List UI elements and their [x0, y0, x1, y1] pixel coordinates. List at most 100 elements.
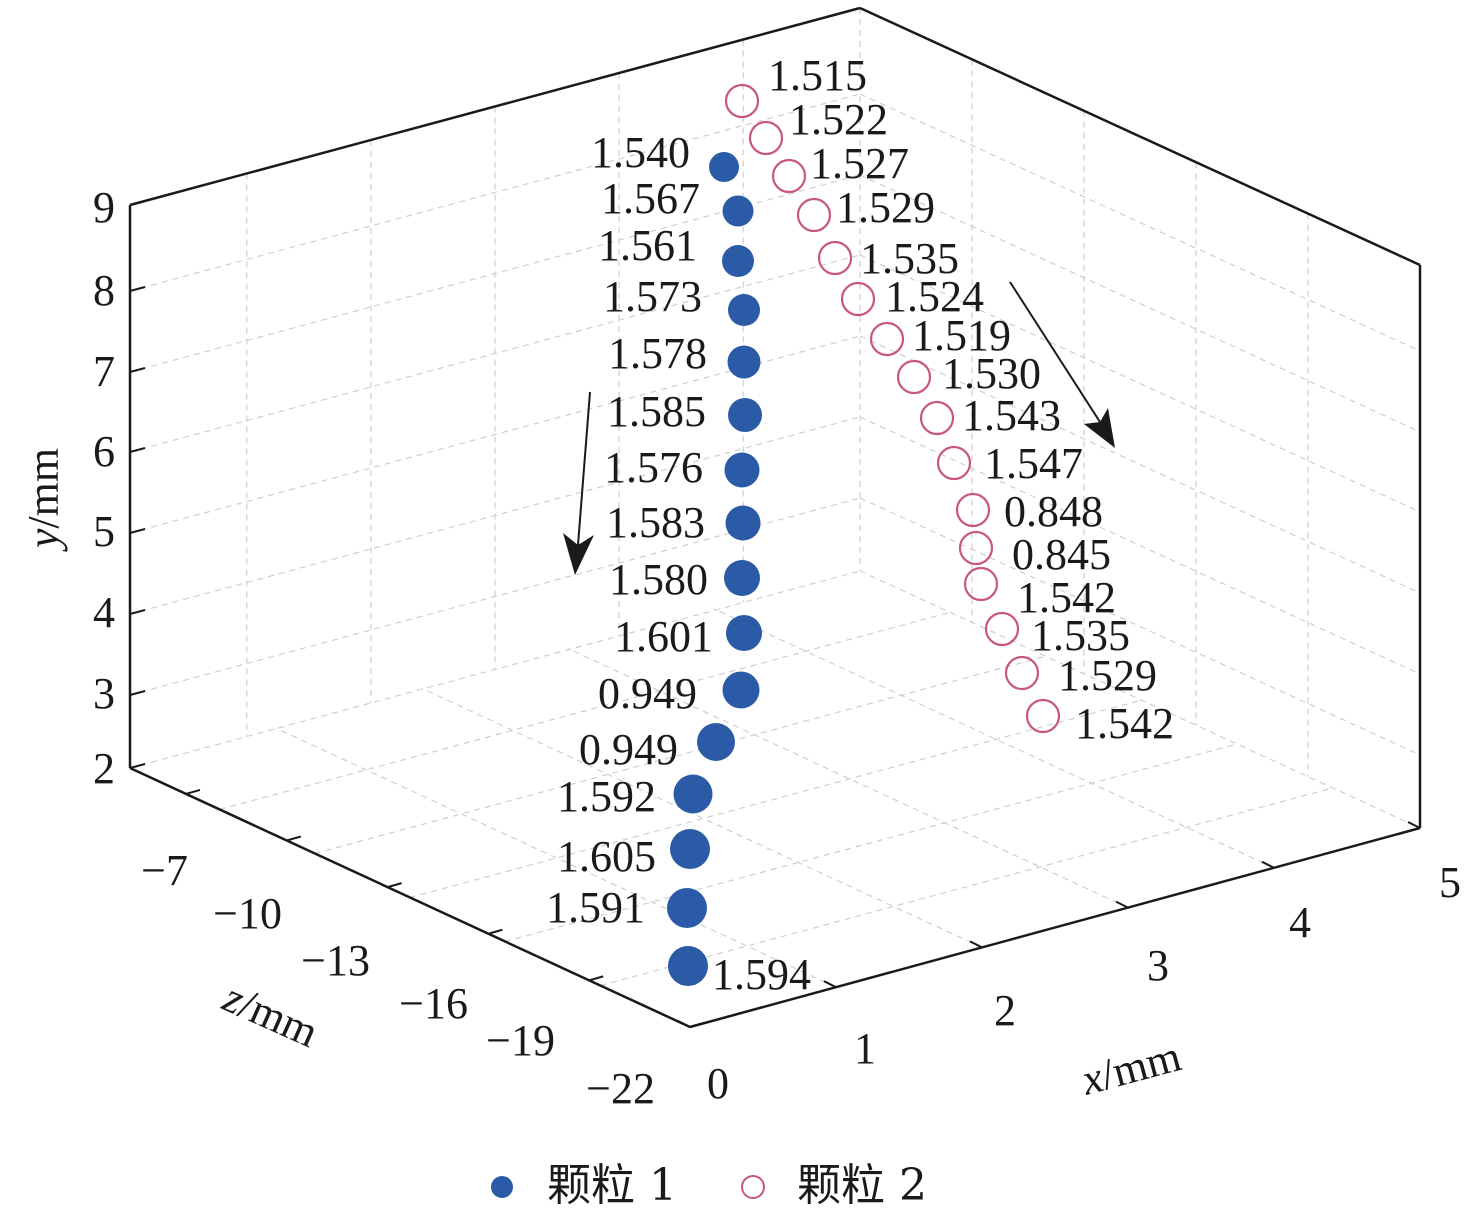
- y-tick-label: 2: [93, 744, 115, 793]
- y-tick-label: 4: [93, 588, 115, 637]
- y-tick-label: 8: [93, 266, 115, 315]
- value-label-particle-1: 1.580: [609, 555, 708, 604]
- value-label-particle-2: 1.519: [912, 311, 1011, 360]
- direction-arrows: [563, 281, 1115, 575]
- box-edge-top-right: [859, 6, 1421, 267]
- legend-label-particle-1: 颗粒 1: [547, 1160, 677, 1211]
- value-label-particle-1: 1.583: [606, 498, 705, 547]
- y-tick-mark: [129, 528, 146, 534]
- z-tick-mark: [689, 1022, 705, 1028]
- direction-arrow-particle-2: [1009, 281, 1101, 423]
- value-label-particle-1: 1.594: [712, 950, 811, 999]
- z-axis-label-unit: /mm: [232, 979, 326, 1057]
- grid-line: [859, 416, 1421, 675]
- z-tick-label: −16: [399, 979, 468, 1028]
- grid-line: [859, 335, 1421, 594]
- value-label-particle-1: 1.605: [557, 832, 656, 881]
- grid-line: [859, 254, 1421, 513]
- z-tick-labels: −7 −10 −13 −16 −19 −22: [141, 846, 655, 1113]
- z-tick-mark: [286, 835, 302, 842]
- value-label-particle-1: 1.561: [598, 221, 697, 270]
- y-tick-labels: 2 3 4 5 6 7 8 9: [93, 183, 115, 793]
- value-label-particle-2: 1.542: [1075, 699, 1174, 748]
- data-point-particle-2: [771, 158, 807, 194]
- data-point-particle-2: [936, 445, 972, 481]
- data-point-particle-1: [728, 398, 762, 432]
- box-edge-top-left: [129, 6, 861, 207]
- x-axis-label: x/mm: [1076, 1031, 1186, 1105]
- x-tick-label: 3: [1147, 941, 1169, 990]
- value-label-particle-1: 1.592: [557, 772, 656, 821]
- legend-marker-particle-2: [741, 1175, 765, 1199]
- data-point-particle-1: [725, 505, 761, 541]
- legend: 颗粒 1 颗粒 2: [491, 1160, 927, 1211]
- value-label-particle-2: 0.845: [1012, 530, 1111, 579]
- x-tick-mark: [1261, 860, 1275, 869]
- data-point-particle-1: [724, 560, 760, 596]
- value-label-particle-2: 0.848: [1004, 487, 1103, 536]
- data-point-particle-2: [958, 530, 994, 566]
- value-label-particle-2: 1.529: [836, 183, 935, 232]
- data-point-particle-1: [727, 345, 761, 379]
- x-axis-label-unit: /mm: [1095, 1031, 1186, 1099]
- data-point-particle-2: [984, 611, 1020, 647]
- value-label-particle-2: 1.522: [789, 95, 888, 144]
- series-particle-2: 1.5151.5221.5271.5291.5351.5241.5191.530…: [724, 51, 1174, 748]
- value-label-particle-2: 1.530: [942, 349, 1041, 398]
- y-tick-label: 9: [93, 183, 115, 232]
- z-tick-mark: [488, 928, 503, 935]
- grid-line: [219, 611, 950, 811]
- value-label-particle-1: 0.949: [579, 725, 678, 774]
- value-label-particle-2: 1.542: [1017, 573, 1116, 622]
- y-tick-mark: [129, 609, 146, 615]
- grid-line: [859, 570, 1421, 829]
- value-label-particle-2: 1.535: [860, 234, 959, 283]
- data-point-particle-2: [919, 400, 955, 436]
- y-axis-label: y/mm: [19, 448, 68, 552]
- data-point-particle-2: [955, 492, 991, 528]
- value-label-particle-1: 1.567: [601, 174, 700, 223]
- grid-line: [713, 608, 1275, 869]
- value-label-particle-1: 1.573: [603, 272, 702, 321]
- value-label-particle-2: 1.547: [984, 439, 1083, 488]
- data-point-particle-2: [896, 359, 932, 395]
- grid-line: [859, 174, 1421, 433]
- x-tick-mark: [1407, 821, 1421, 829]
- grid-line: [409, 699, 1141, 899]
- data-point-particle-2: [1004, 655, 1040, 691]
- data-point-particle-2: [1025, 698, 1061, 734]
- y-tick-label: 3: [93, 669, 115, 718]
- value-label-particle-1: 1.576: [604, 443, 703, 492]
- z-tick-label: −7: [141, 846, 188, 895]
- data-point-particle-1: [673, 774, 713, 814]
- value-label-particle-2: 1.529: [1058, 651, 1157, 700]
- grid-line: [567, 648, 1129, 909]
- grid-line: [421, 687, 983, 948]
- z-tick-mark: [588, 975, 604, 982]
- data-point-particle-2: [724, 83, 760, 119]
- data-point-particle-2: [748, 120, 784, 156]
- data-point-particle-1: [722, 245, 754, 277]
- y-tick-mark: [129, 286, 146, 292]
- value-label-particle-1: 0.949: [598, 669, 697, 718]
- x-tick-label: 1: [854, 1024, 876, 1073]
- data-point-particle-1: [667, 888, 707, 928]
- x-tick-label: 2: [994, 986, 1016, 1035]
- axes-box: [128, 6, 1422, 1029]
- value-label-particle-1: 1.540: [591, 128, 690, 177]
- z-tick-label: −10: [213, 889, 282, 938]
- data-point-particle-2: [963, 566, 999, 602]
- data-point-particle-1: [724, 452, 760, 488]
- value-label-particle-1: 1.601: [614, 612, 713, 661]
- data-point-particle-2: [840, 281, 876, 317]
- y-tick-label: 7: [93, 347, 115, 396]
- y-axis-label-unit: /mm: [19, 448, 68, 529]
- box-edge-bottom-left: [129, 766, 691, 1029]
- data-point-particle-1: [709, 152, 739, 182]
- value-label-particle-2: 1.535: [1031, 611, 1130, 660]
- tick-marks: [129, 200, 1421, 1028]
- grid-lines: [129, 8, 1421, 988]
- value-label-particle-1: 1.585: [607, 387, 706, 436]
- grid-line: [129, 93, 861, 292]
